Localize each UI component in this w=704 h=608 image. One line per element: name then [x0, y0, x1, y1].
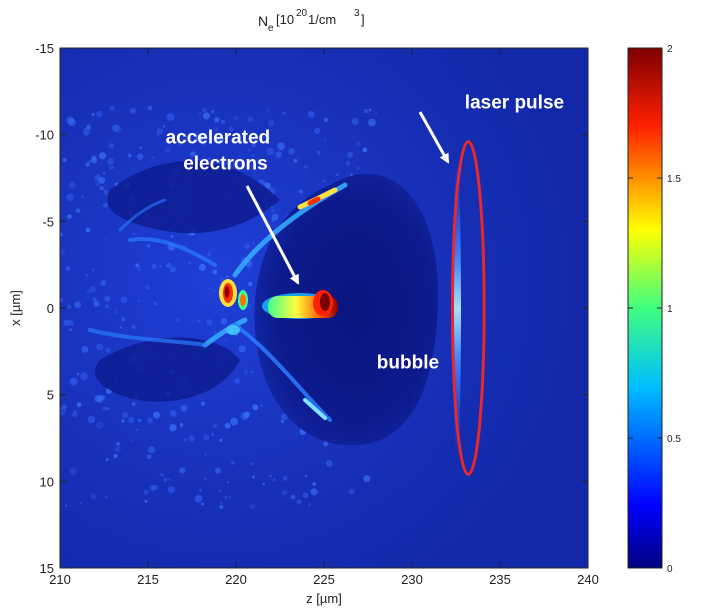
x-tick-label: 235 [489, 572, 511, 587]
colorbar-gradient [627, 47, 663, 569]
colorbar: 0 0.5 1 1.5 2 [627, 44, 681, 575]
y-tick-label: -15 [35, 41, 54, 56]
annotations: laser pulse accelerated electrons bubble [166, 93, 564, 374]
colorbar-ticks: 0 0.5 1 1.5 2 [628, 44, 681, 575]
accelerated-label-line1: accelerated [166, 127, 271, 148]
svg-text:N: N [258, 13, 268, 29]
x-tick-label: 215 [137, 572, 159, 587]
svg-text:e: e [268, 23, 274, 34]
colorbar-tick-label: 0.5 [667, 434, 681, 445]
chart-title: N e [10 20 1/cm 3 ] [258, 8, 365, 34]
x-tick-label: 220 [225, 572, 247, 587]
lower-cavity [95, 337, 241, 402]
svg-text:]: ] [361, 12, 365, 27]
svg-text:3: 3 [354, 8, 360, 19]
x-tick-label: 225 [313, 572, 335, 587]
x-tick-label: 240 [577, 572, 599, 587]
svg-text:20: 20 [296, 8, 308, 19]
x-axis-label: z [µm] [306, 591, 342, 606]
colorbar-tick-label: 0 [667, 564, 673, 575]
x-tick-label: 230 [401, 572, 423, 587]
svg-text:[10: [10 [276, 12, 294, 27]
accelerated-electrons-arrow [245, 185, 300, 285]
svg-text:1/cm: 1/cm [308, 12, 336, 27]
electron-sheath [88, 182, 348, 422]
electron-bunch [262, 290, 338, 319]
bubble-label: bubble [377, 353, 439, 374]
colorbar-tick-label: 1 [667, 304, 673, 315]
x-axis: 210 215 220 225 230 235 240 [49, 48, 599, 587]
y-tick-label: 15 [40, 561, 54, 576]
colorbar-tick-label: 1.5 [667, 174, 681, 185]
bubble-cavity [254, 173, 439, 446]
y-axis: -15 -10 -5 0 5 10 15 [35, 41, 588, 576]
upper-cavity [107, 161, 280, 234]
laser-pulse-arrow [418, 111, 450, 164]
y-tick-label: 0 [47, 301, 54, 316]
injection-region [219, 279, 248, 335]
heatmap-plot [60, 48, 588, 568]
y-tick-label: 5 [47, 388, 54, 403]
laser-pulse-ellipse [450, 140, 486, 476]
y-tick-label: -10 [35, 128, 54, 143]
laser-pulse-label: laser pulse [465, 93, 564, 114]
colorbar-tick-label: 2 [667, 44, 673, 55]
y-tick-label: -5 [42, 214, 54, 229]
accelerated-label-line2: electrons [183, 153, 267, 174]
y-axis-label: x [µm] [8, 290, 23, 326]
x-tick-label: 210 [49, 572, 71, 587]
y-tick-label: 10 [40, 474, 54, 489]
